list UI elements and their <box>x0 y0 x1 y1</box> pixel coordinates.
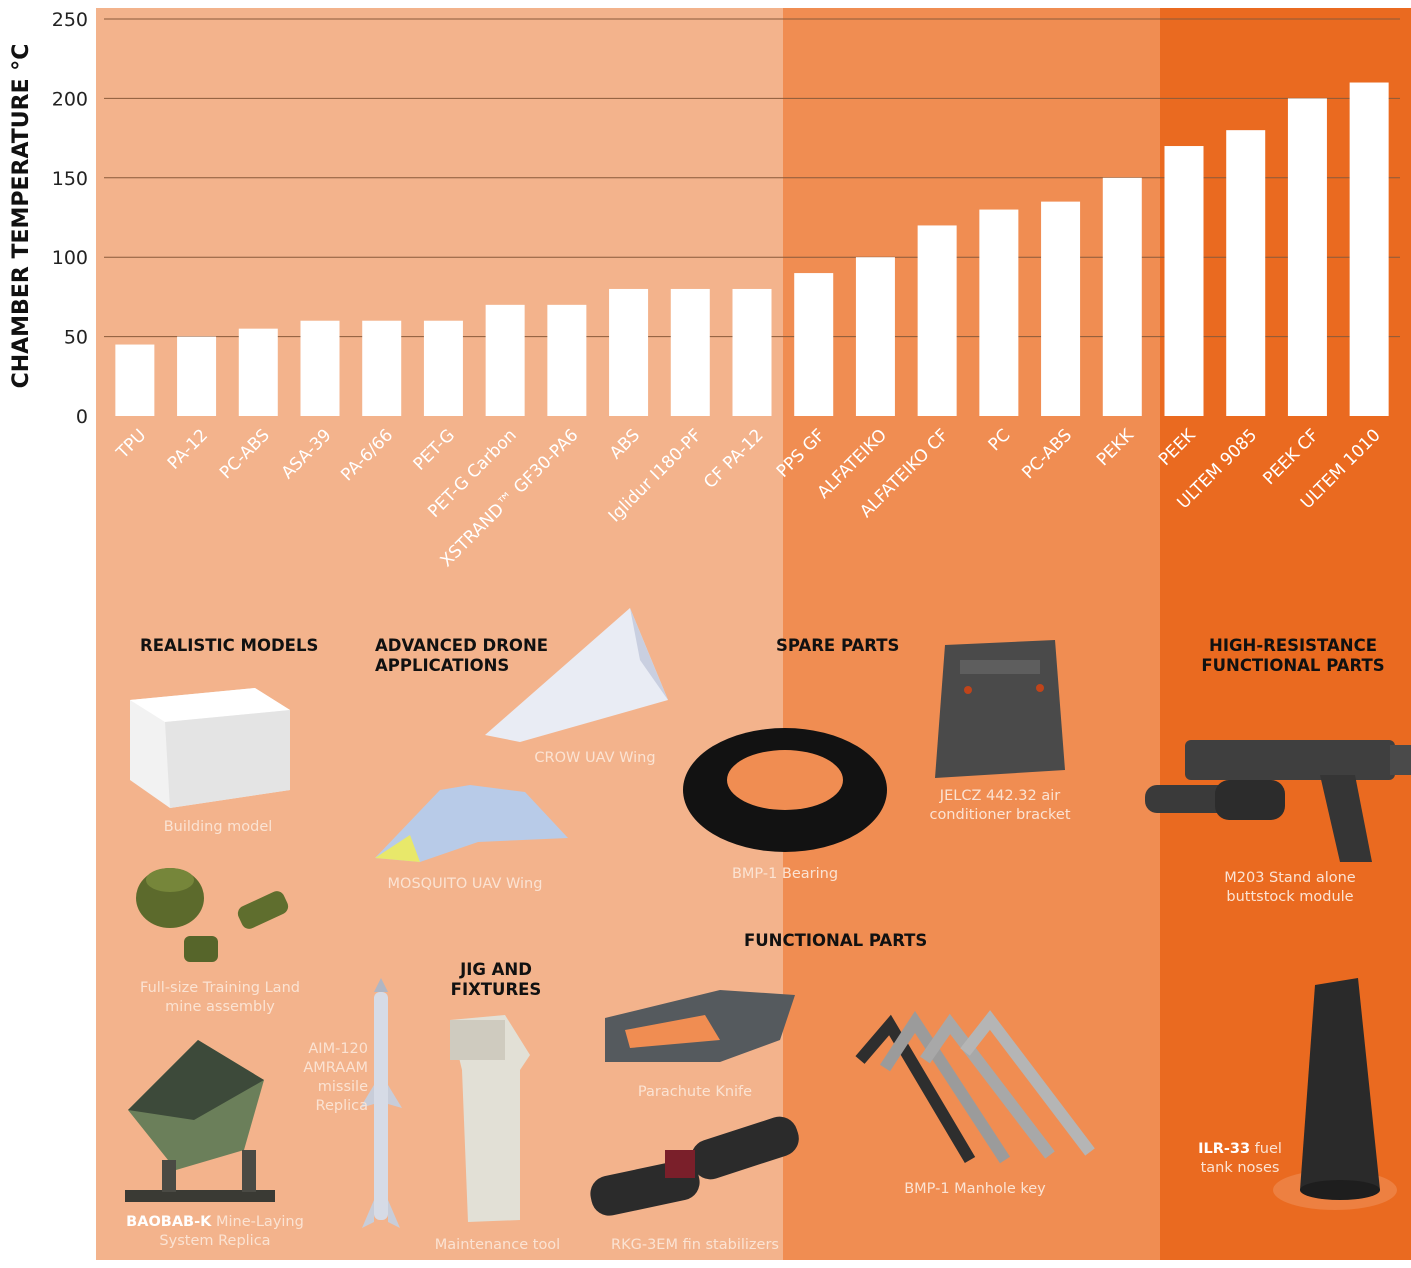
bar <box>1349 82 1389 417</box>
heading-jig-fixtures: JIG AND FIXTURES <box>450 960 542 999</box>
crow-wing-image <box>485 608 668 742</box>
jelcz-bracket-image <box>935 640 1065 778</box>
caption-manhole-key: BMP-1 Manhole key <box>904 1181 1046 1197</box>
caption-aim120: AIM-120 AMRAAM missile Replica <box>303 1041 368 1114</box>
caption-rkg-stabilizers: RKG-3EM fin stabilizers <box>611 1237 779 1253</box>
y-tick-label: 50 <box>64 327 88 349</box>
bar <box>609 288 649 416</box>
bar <box>1226 130 1266 416</box>
caption-land-mine: Full-size Training Land mine assembly <box>140 980 300 1015</box>
bar <box>1041 201 1081 416</box>
caption-baobab-rest: Mine-Laying System Replica <box>159 1214 304 1249</box>
caption-jelcz-bracket: JELCZ 442.32 air conditioner bracket <box>929 788 1071 823</box>
bar <box>1102 177 1142 416</box>
maintenance-tool-image <box>450 1015 530 1222</box>
bar <box>917 225 957 416</box>
y-tick-label: 100 <box>52 247 88 269</box>
heading-spare-parts: SPARE PARTS <box>776 636 900 655</box>
caption-ilr33-bold: ILR-33 <box>1198 1141 1251 1157</box>
caption-baobab: BAOBAB-K Mine-Laying System Replica <box>100 1213 330 1251</box>
building-model-image <box>130 688 290 808</box>
caption-parachute-knife: Parachute Knife <box>637 1084 753 1100</box>
caption-ilr33-rest: fuel tank noses <box>1200 1141 1282 1176</box>
caption-crow-wing: CROW UAV Wing <box>534 750 656 766</box>
rkg-fin-stabilizers-image <box>590 1116 799 1216</box>
caption-mosquito-wing: MOSQUITO UAV Wing <box>387 876 543 892</box>
parachute-knife-image <box>605 990 795 1062</box>
aim120-missile-image <box>360 978 402 1228</box>
y-axis-ticks: 0 50 100 150 200 250 <box>52 9 88 428</box>
y-tick-label: 200 <box>52 88 88 110</box>
caption-building-model: Building model <box>163 819 273 835</box>
caption-maintenance-tool: Maintenance tool <box>434 1237 561 1253</box>
bar <box>1287 98 1327 417</box>
bar <box>670 288 710 416</box>
bar <box>423 320 463 416</box>
y-axis-label: CHAMBER TEMPERATURE °C <box>9 44 34 389</box>
y-tick-label: 0 <box>76 406 88 428</box>
caption-ilr33: ILR-33 fuel tank noses <box>1185 1140 1295 1178</box>
heading-high-resistance: HIGH-RESISTANCE FUNCTIONAL PARTS <box>1201 636 1385 675</box>
bar <box>1164 146 1204 417</box>
bar <box>115 344 155 416</box>
caption-bmp1-bearing: BMP-1 Bearing <box>731 866 839 882</box>
bar <box>362 320 402 416</box>
bar <box>300 320 340 416</box>
bmp1-bearing-image <box>683 728 887 852</box>
bar <box>979 209 1019 416</box>
heading-advanced-drone: ADVANCED DRONE APPLICATIONS <box>375 636 549 675</box>
land-mine-image <box>136 868 289 962</box>
bar <box>794 273 834 416</box>
bar <box>177 336 217 416</box>
bar <box>485 304 525 416</box>
heading-realistic-models: REALISTIC MODELS <box>140 636 319 655</box>
bar <box>238 328 278 416</box>
y-tick-label: 150 <box>52 168 88 190</box>
mosquito-wing-image <box>375 785 568 862</box>
heading-functional-parts: FUNCTIONAL PARTS <box>744 931 928 950</box>
bar <box>547 304 587 416</box>
baobab-replica-image <box>125 1040 275 1202</box>
bar <box>855 257 895 416</box>
caption-m203: M203 Stand alone buttstock module <box>1224 870 1356 905</box>
bar <box>732 288 772 416</box>
ilr33-nose-image <box>1273 978 1397 1210</box>
m203-buttstock-image <box>1145 740 1411 862</box>
bars <box>115 82 1389 417</box>
caption-baobab-bold: BAOBAB-K <box>126 1214 212 1230</box>
y-tick-label: 250 <box>52 9 88 31</box>
manhole-key-image <box>855 1010 1095 1164</box>
